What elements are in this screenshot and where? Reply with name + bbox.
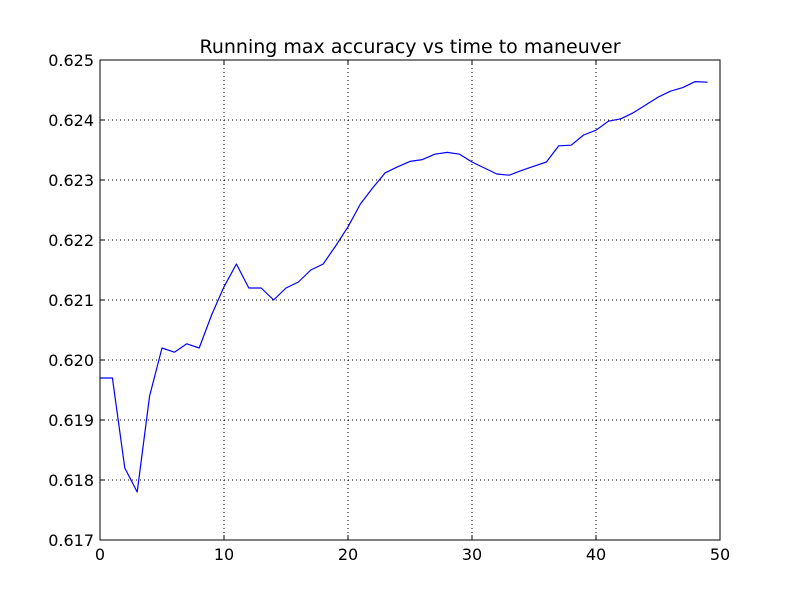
y-tick-label: 0.620 [48,351,94,370]
y-tick-label: 0.623 [48,171,94,190]
y-tick-labels: 0.617 0.618 0.619 0.620 0.621 0.622 0.623 0.624… [48,51,94,550]
y-tick-label: 0.618 [48,471,94,490]
x-tick-label: 0 [95,545,105,564]
y-tick-label: 0.617 [48,531,94,550]
series-line [100,80,708,493]
series-layer [100,80,708,493]
x-tick-label: 10 [214,545,234,564]
x-tick-label: 50 [710,545,730,564]
y-tick-label: 0.622 [48,231,94,250]
x-tick-label: 30 [462,545,482,564]
y-tick-label: 0.625 [48,51,94,70]
chart-title: Running max accuracy vs time to maneuver [199,36,620,58]
x-tick-label: 20 [338,545,358,564]
x-tick-labels: 0 10 20 30 40 50 [95,545,730,564]
y-tick-label: 0.619 [48,411,94,430]
y-tick-label: 0.624 [48,111,94,130]
grid [100,60,720,540]
x-tick-label: 40 [586,545,606,564]
plot-frame [99,59,721,541]
y-tick-label: 0.621 [48,291,94,310]
